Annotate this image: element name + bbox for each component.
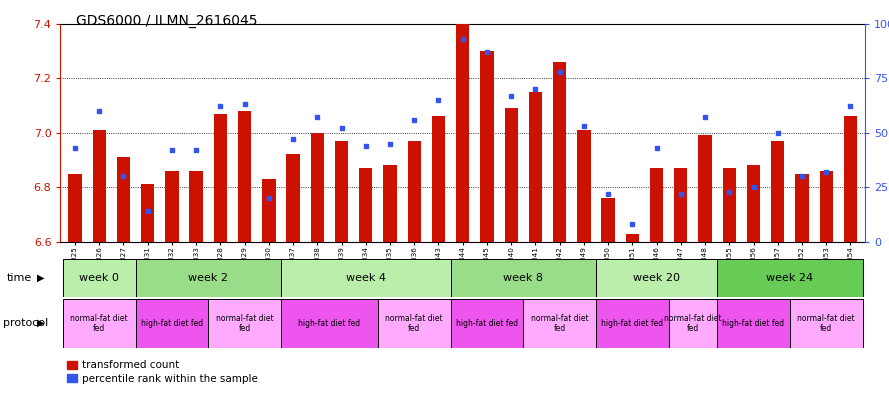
- Text: normal-fat diet
fed: normal-fat diet fed: [531, 314, 589, 333]
- Bar: [717, 259, 862, 297]
- Bar: [717, 299, 789, 348]
- Text: high-fat diet fed: high-fat diet fed: [299, 319, 361, 328]
- Bar: [92, 130, 106, 242]
- Text: normal-fat diet
fed: normal-fat diet fed: [70, 314, 128, 333]
- Bar: [383, 165, 396, 242]
- Bar: [335, 141, 348, 242]
- Text: week 2: week 2: [188, 273, 228, 283]
- Bar: [189, 171, 203, 242]
- Bar: [699, 135, 712, 242]
- Bar: [378, 299, 451, 348]
- Text: normal-fat diet
fed: normal-fat diet fed: [797, 314, 855, 333]
- Text: high-fat diet fed: high-fat diet fed: [601, 319, 663, 328]
- Bar: [141, 184, 155, 242]
- Bar: [451, 299, 524, 348]
- Bar: [723, 168, 736, 242]
- Bar: [63, 259, 136, 297]
- Bar: [213, 114, 227, 242]
- Bar: [68, 174, 82, 242]
- Bar: [407, 141, 420, 242]
- Text: normal-fat diet
fed: normal-fat diet fed: [386, 314, 443, 333]
- Bar: [626, 233, 639, 242]
- Legend: transformed count, percentile rank within the sample: transformed count, percentile rank withi…: [63, 356, 261, 388]
- Bar: [650, 168, 663, 242]
- Bar: [286, 154, 300, 242]
- Text: normal-fat diet
fed: normal-fat diet fed: [664, 314, 722, 333]
- Text: protocol: protocol: [3, 318, 48, 328]
- Bar: [432, 116, 445, 242]
- Bar: [262, 179, 276, 242]
- Bar: [796, 174, 809, 242]
- Text: normal-fat diet
fed: normal-fat diet fed: [216, 314, 274, 333]
- Bar: [844, 116, 857, 242]
- Text: time: time: [7, 273, 32, 283]
- Bar: [281, 299, 378, 348]
- Text: week 0: week 0: [79, 273, 119, 283]
- Bar: [789, 299, 862, 348]
- Text: week 24: week 24: [766, 273, 813, 283]
- Text: week 4: week 4: [346, 273, 386, 283]
- Bar: [208, 299, 281, 348]
- Bar: [602, 198, 615, 242]
- Bar: [553, 62, 566, 242]
- Bar: [669, 299, 717, 348]
- Bar: [116, 157, 130, 242]
- Bar: [529, 92, 542, 242]
- Text: week 20: week 20: [633, 273, 680, 283]
- Bar: [310, 133, 324, 242]
- Text: high-fat diet fed: high-fat diet fed: [140, 319, 203, 328]
- Bar: [281, 259, 451, 297]
- Bar: [63, 299, 136, 348]
- Bar: [165, 171, 179, 242]
- Bar: [480, 51, 493, 242]
- Bar: [577, 130, 590, 242]
- Bar: [136, 299, 208, 348]
- Text: high-fat diet fed: high-fat diet fed: [456, 319, 518, 328]
- Text: GDS6000 / ILMN_2616045: GDS6000 / ILMN_2616045: [76, 14, 257, 28]
- Bar: [456, 24, 469, 242]
- Bar: [238, 111, 252, 242]
- Bar: [359, 168, 372, 242]
- Bar: [596, 259, 717, 297]
- Text: high-fat diet fed: high-fat diet fed: [723, 319, 785, 328]
- Text: week 8: week 8: [503, 273, 543, 283]
- Bar: [820, 171, 833, 242]
- Bar: [596, 299, 669, 348]
- Bar: [524, 299, 596, 348]
- Bar: [136, 259, 281, 297]
- Bar: [771, 141, 784, 242]
- Text: ▶: ▶: [37, 318, 44, 328]
- Bar: [747, 165, 760, 242]
- Text: ▶: ▶: [37, 273, 44, 283]
- Bar: [505, 108, 518, 242]
- Bar: [451, 259, 596, 297]
- Bar: [674, 168, 687, 242]
